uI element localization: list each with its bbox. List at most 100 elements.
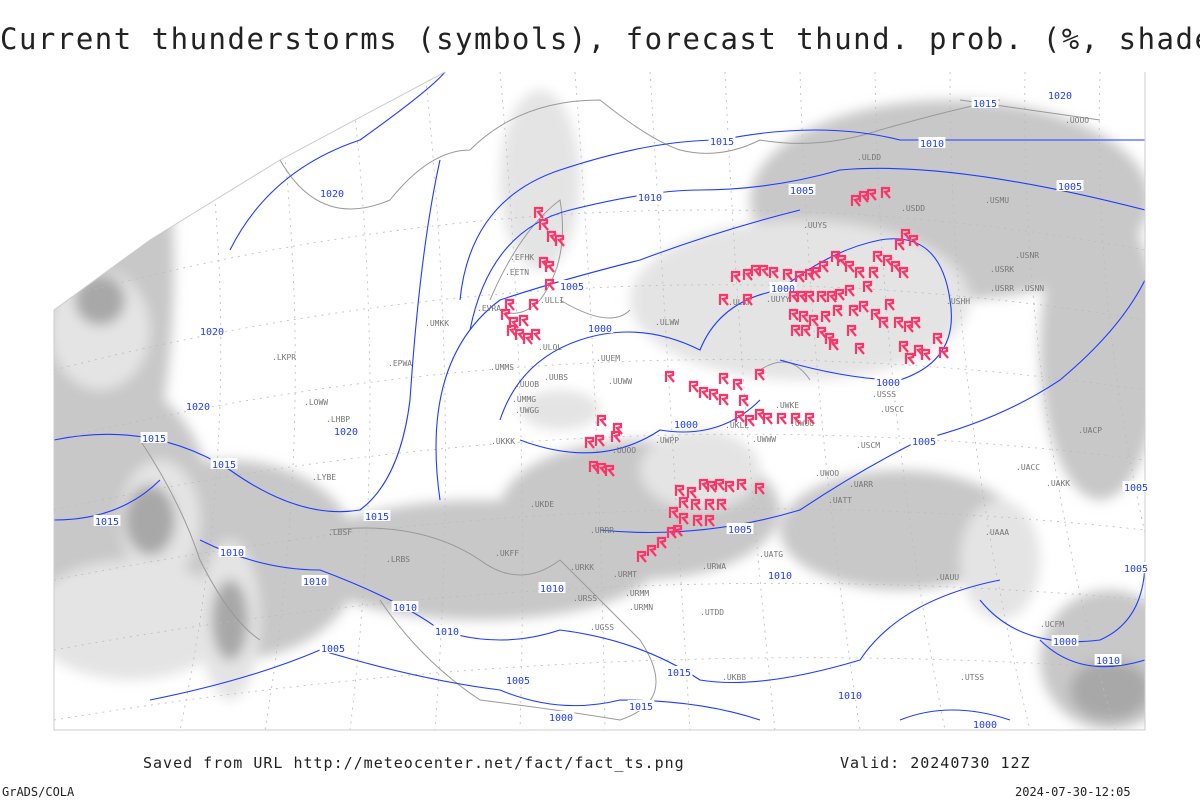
- thunderstorm-flag-icon: [804, 412, 815, 425]
- isobar-label-bg: [218, 546, 246, 557]
- station-label: .UUBS: [544, 373, 568, 382]
- station-label: .USNR: [1015, 251, 1039, 260]
- station-label: .LOWW: [304, 398, 328, 407]
- thunderstorm-flag-icon: [610, 430, 621, 443]
- thunderstorm-flag-icon: [893, 316, 904, 329]
- parallel-line: [54, 657, 1145, 721]
- thunderstorm-flag-icon: [890, 260, 901, 273]
- isobar-label: 1005: [1058, 182, 1082, 193]
- isobar-label: 1015: [142, 434, 166, 445]
- isobar-label: 1005: [912, 437, 936, 448]
- thunderstorm-flag-icon: [868, 266, 879, 279]
- isobar-label-bg: [918, 137, 946, 148]
- probability-shading: [54, 72, 1145, 730]
- thunderstorm-flag-icon: [533, 206, 544, 219]
- station-label: .UACP: [1078, 426, 1102, 435]
- isobar-line: [469, 167, 1145, 331]
- thunderstorm-flag-icon: [692, 514, 703, 527]
- station-label: .UUOB: [515, 380, 539, 389]
- thunderstorm-flag-icon: [678, 512, 689, 525]
- station-label: .URMN: [629, 603, 653, 612]
- thunderstorm-flag-icon: [734, 410, 745, 423]
- station-label: .ULLI: [540, 296, 564, 305]
- isobar-label: 1020: [334, 427, 358, 438]
- thunderstorm-flag-icon: [546, 230, 557, 243]
- station-label: .ULDD: [857, 153, 881, 162]
- map-frame: [53, 71, 1146, 731]
- station-label: .UWGG: [515, 406, 539, 415]
- thunderstorm-flag-icon: [754, 368, 765, 381]
- isobar-label-bg: [726, 523, 754, 534]
- thunderstorm-flag-icon: [596, 414, 607, 427]
- parallel-line: [54, 284, 1145, 371]
- isobar-label-bg: [971, 718, 999, 729]
- thunderstorm-flag-icon: [714, 478, 725, 491]
- isobar-label-bg: [1122, 481, 1150, 492]
- parallel-line: [54, 209, 1145, 301]
- isobar-label: 1010: [768, 571, 792, 582]
- thunderstorm-flag-icon: [504, 298, 515, 311]
- isobar-label: 1005: [1124, 564, 1148, 575]
- isobar-label-bg: [558, 280, 586, 291]
- thunderstorm-flag-icon: [686, 486, 697, 499]
- thunderstorm-symbols: [500, 186, 949, 563]
- lat-lon-grid: [54, 72, 1145, 730]
- isobar-label: 1015: [710, 137, 734, 148]
- station-label: .UGSS: [590, 623, 614, 632]
- station-label: .URRR: [590, 526, 614, 535]
- thunderstorm-flag-icon: [522, 332, 533, 345]
- isobar-line: [899, 639, 1145, 721]
- thunderstorm-flag-icon: [830, 250, 841, 263]
- isobar-label: 1020: [200, 327, 224, 338]
- isobar-label-bg: [504, 674, 532, 685]
- thunderstorm-flag-icon: [646, 544, 657, 557]
- thunderstorm-flag-icon: [790, 412, 801, 425]
- thunderstorm-flag-icon: [594, 434, 605, 447]
- thunderstorm-flag-icon: [758, 264, 769, 277]
- isobar-label: 1010: [303, 577, 327, 588]
- station-label: .UATT: [828, 496, 852, 505]
- station-label: .UTSS: [960, 673, 984, 682]
- isobar-label-bg: [140, 432, 168, 443]
- isobar-label-bg: [332, 425, 360, 436]
- thunderstorm-flag-icon: [858, 300, 869, 313]
- thunderstorm-flag-icon: [742, 293, 753, 306]
- meridian-line: [349, 72, 371, 730]
- isobar-line: [519, 399, 761, 454]
- parallel-line: [54, 359, 1145, 441]
- isobar-line: [979, 559, 1145, 643]
- map-title: Current thunderstorms (symbols), forecas…: [0, 22, 1200, 56]
- thunderstorm-flag-icon: [870, 308, 881, 321]
- isobar-label-bg: [301, 575, 329, 586]
- station-label: .UUEM: [596, 354, 620, 363]
- isobar-label-bg: [708, 135, 736, 146]
- thunderstorm-flag-icon: [846, 324, 857, 337]
- thunderstorm-flag-icon: [704, 498, 715, 511]
- isobar-label: 1010: [220, 548, 244, 559]
- isobar-label: 1005: [506, 676, 530, 687]
- thunderstorm-flag-icon: [894, 238, 905, 251]
- thunderstorm-flag-icon: [698, 386, 709, 399]
- isobar-label-bg: [586, 322, 614, 333]
- station-label: .LHBP: [326, 415, 350, 424]
- isobar-label-bg: [874, 376, 902, 387]
- isobar-label-bg: [363, 510, 391, 521]
- isobar-label: 1005: [728, 525, 752, 536]
- station-label: .UUYY: [766, 295, 790, 304]
- thunderstorm-flag-icon: [518, 314, 529, 327]
- station-label: .LBSF: [328, 528, 352, 537]
- shaded-probability-area: [500, 90, 580, 270]
- thunderstorm-flag-icon: [832, 304, 843, 317]
- station-label: .UKLL: [725, 421, 749, 430]
- isobar-label: 1010: [838, 691, 862, 702]
- thunderstorm-flag-icon: [656, 536, 667, 549]
- thunderstorm-flag-icon: [794, 270, 805, 283]
- thunderstorm-flag-icon: [932, 332, 943, 345]
- thunderstorm-flag-icon: [672, 524, 683, 537]
- isobar-label-bg: [910, 435, 938, 446]
- thunderstorm-flag-icon: [690, 498, 701, 511]
- isobar-label-bg: [1122, 562, 1150, 573]
- isobar-label-bg: [836, 689, 864, 700]
- station-label: .ULWW: [655, 318, 679, 327]
- thunderstorm-flag-icon: [732, 378, 743, 391]
